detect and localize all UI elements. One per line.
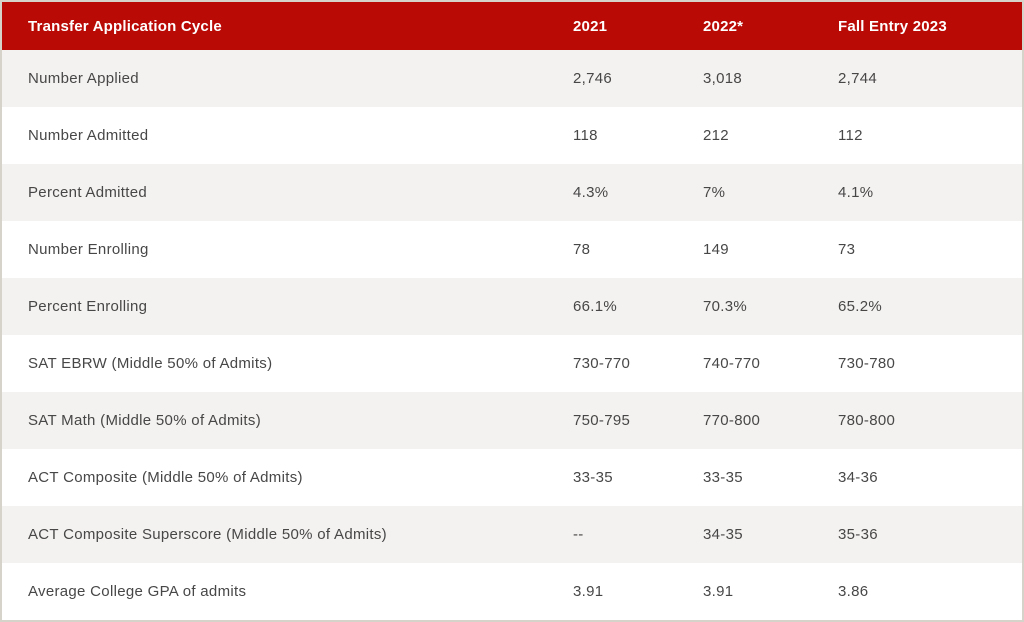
cell-2021: 118 bbox=[573, 127, 598, 144]
header-fall-entry-2023: Fall Entry 2023 bbox=[827, 2, 1022, 50]
cell-2023: 730-780 bbox=[838, 355, 896, 372]
header-2021: 2021 bbox=[562, 2, 692, 50]
cell-2022: 212 bbox=[703, 127, 729, 144]
row-label: Number Admitted bbox=[28, 127, 149, 144]
cell-2023: 65.2% bbox=[838, 298, 883, 315]
table-row: Percent Enrolling 66.1% 70.3% 65.2% bbox=[2, 278, 1022, 335]
cell-2021: 2,746 bbox=[573, 70, 613, 87]
cell-2022: 3.91 bbox=[703, 583, 734, 600]
table-row: Number Enrolling 78 149 73 bbox=[2, 221, 1022, 278]
header-label: Transfer Application Cycle bbox=[2, 2, 562, 50]
table-row: SAT Math (Middle 50% of Admits) 750-795 … bbox=[2, 392, 1022, 449]
row-label: Average College GPA of admits bbox=[28, 583, 247, 600]
row-label: ACT Composite (Middle 50% of Admits) bbox=[28, 469, 303, 486]
cell-2022: 7% bbox=[703, 184, 726, 201]
row-label: Number Enrolling bbox=[28, 241, 149, 258]
row-label: Percent Enrolling bbox=[28, 298, 148, 315]
cell-2022: 33-35 bbox=[703, 469, 743, 486]
cell-2022: 149 bbox=[703, 241, 729, 258]
cell-2023: 34-36 bbox=[838, 469, 878, 486]
cell-2021: 730-770 bbox=[573, 355, 631, 372]
cell-2022: 3,018 bbox=[703, 70, 743, 87]
cell-2021: 3.91 bbox=[573, 583, 604, 600]
cell-2023: 2,744 bbox=[838, 70, 878, 87]
table-row: SAT EBRW (Middle 50% of Admits) 730-770 … bbox=[2, 335, 1022, 392]
table-row: Percent Admitted 4.3% 7% 4.1% bbox=[2, 164, 1022, 221]
row-label: ACT Composite Superscore (Middle 50% of … bbox=[28, 526, 387, 543]
cell-2021: 78 bbox=[573, 241, 591, 258]
cell-2023: 112 bbox=[838, 127, 863, 144]
cell-2023: 3.86 bbox=[838, 583, 869, 600]
cell-2022: 770-800 bbox=[703, 412, 761, 429]
table-row: Number Admitted 118 212 112 bbox=[2, 107, 1022, 164]
cell-2021: 66.1% bbox=[573, 298, 618, 315]
cell-2022: 34-35 bbox=[703, 526, 743, 543]
table-row: ACT Composite Superscore (Middle 50% of … bbox=[2, 506, 1022, 563]
cell-2021: 750-795 bbox=[573, 412, 631, 429]
cell-2021: -- bbox=[573, 526, 584, 543]
cell-2023: 73 bbox=[838, 241, 856, 258]
row-label: SAT EBRW (Middle 50% of Admits) bbox=[28, 355, 273, 372]
cell-2021: 33-35 bbox=[573, 469, 613, 486]
table-row: ACT Composite (Middle 50% of Admits) 33-… bbox=[2, 449, 1022, 506]
cell-2023: 780-800 bbox=[838, 412, 896, 429]
cell-2023: 4.1% bbox=[838, 184, 874, 201]
table-row: Average College GPA of admits 3.91 3.91 … bbox=[2, 563, 1022, 620]
row-label: SAT Math (Middle 50% of Admits) bbox=[28, 412, 261, 429]
table-header-row: Transfer Application Cycle 2021 2022* Fa… bbox=[2, 2, 1022, 50]
row-label: Number Applied bbox=[28, 70, 139, 87]
row-label: Percent Admitted bbox=[28, 184, 148, 201]
table-row: Number Applied 2,746 3,018 2,744 bbox=[2, 50, 1022, 107]
cell-2023: 35-36 bbox=[838, 526, 878, 543]
cell-2022: 740-770 bbox=[703, 355, 761, 372]
cell-2022: 70.3% bbox=[703, 298, 748, 315]
cell-2021: 4.3% bbox=[573, 184, 609, 201]
header-2022: 2022* bbox=[692, 2, 827, 50]
